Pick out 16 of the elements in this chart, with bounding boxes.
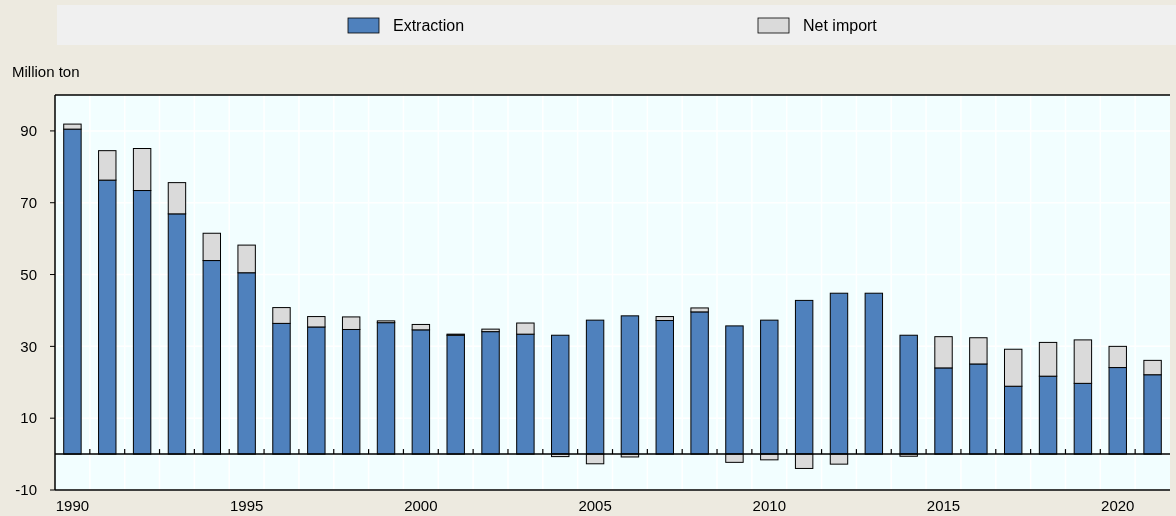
y-tick-label: 10 <box>20 409 37 427</box>
y-tick-label: -10 <box>15 481 37 499</box>
x-tick-label: 2015 <box>926 497 961 514</box>
x-tick-label: 1990 <box>55 497 90 514</box>
x-tick-label: 2010 <box>752 497 786 514</box>
y-tick-label: 50 <box>20 265 37 283</box>
x-tick-label: 2005 <box>578 497 612 514</box>
y-tick-label: 90 <box>20 122 37 140</box>
y-tick-label: 70 <box>20 193 37 211</box>
x-tick-label: 1995 <box>229 497 264 514</box>
y-tick-label: 30 <box>20 337 37 355</box>
y-axis-title: Million ton <box>12 63 80 80</box>
x-tick-label: 2020 <box>1101 497 1135 514</box>
legend-label: Net import <box>803 17 878 34</box>
x-tick-label: 2000 <box>404 497 438 514</box>
legend-label: Extraction <box>393 17 465 34</box>
